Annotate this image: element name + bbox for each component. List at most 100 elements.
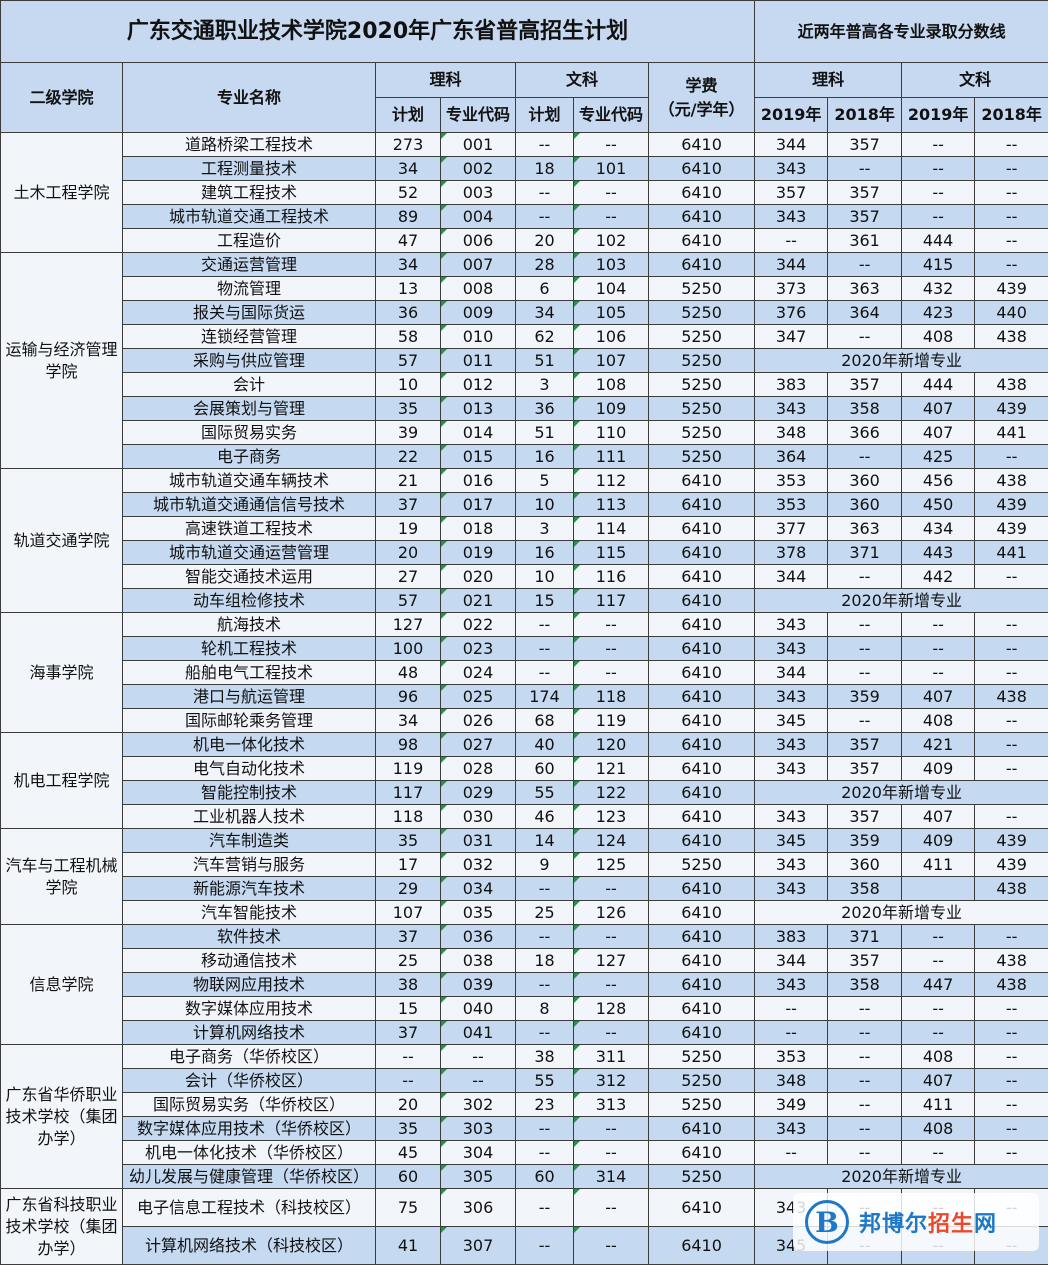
arts-2018-cell: 439 <box>975 493 1048 517</box>
sci-plan-cell: 100 <box>376 637 441 661</box>
sci-plan-cell: 10 <box>376 373 441 397</box>
fee-cell: 5250 <box>649 301 755 325</box>
arts-2018-cell: -- <box>975 181 1048 205</box>
major-name-cell: 新能源汽车技术 <box>123 877 376 901</box>
fee-cell: 5250 <box>649 853 755 877</box>
arts-code-cell: -- <box>574 613 649 637</box>
arts-plan-cell: 3 <box>516 373 574 397</box>
sci-2018-cell: -- <box>828 1141 902 1165</box>
fee-cell: 6410 <box>649 613 755 637</box>
sci-code-cell: 009 <box>441 301 516 325</box>
sci-2018-cell: 357 <box>828 373 902 397</box>
sci-code-cell: 303 <box>441 1117 516 1141</box>
fee-cell: 6410 <box>649 685 755 709</box>
sci-plan-cell: 107 <box>376 901 441 925</box>
major-name-cell: 报关与国际货运 <box>123 301 376 325</box>
sci-code-cell: 016 <box>441 469 516 493</box>
arts-2019-cell: 443 <box>902 541 975 565</box>
new-major-note: 2020年新增专业 <box>755 781 1048 805</box>
sci-2019-cell: 376 <box>755 301 828 325</box>
sci-2018-cell: 357 <box>828 805 902 829</box>
arts-plan-cell: -- <box>516 1117 574 1141</box>
arts-code-cell: -- <box>574 1141 649 1165</box>
sci-plan-cell: 127 <box>376 613 441 637</box>
college-cell: 广东省华侨职业技术学校（集团办学） <box>1 1045 123 1189</box>
sci-code-cell: 011 <box>441 349 516 373</box>
sci-code-cell: 304 <box>441 1141 516 1165</box>
sci-2018-cell: 357 <box>828 733 902 757</box>
sci-2018-cell: -- <box>828 157 902 181</box>
sci-code-cell: 002 <box>441 157 516 181</box>
sci-2018-cell: -- <box>828 565 902 589</box>
arts-code-cell: 123 <box>574 805 649 829</box>
major-name-cell: 城市轨道交通车辆技术 <box>123 469 376 493</box>
arts-code-cell: 122 <box>574 781 649 805</box>
watermark: B 邦博尔招生网 <box>793 1193 1039 1251</box>
arts-2019-cell: 421 <box>902 733 975 757</box>
sci-2019-cell: 343 <box>755 685 828 709</box>
arts-code-cell: 119 <box>574 709 649 733</box>
arts-plan-cell: 18 <box>516 949 574 973</box>
sci-2018-cell: 358 <box>828 973 902 997</box>
major-name-cell: 智能控制技术 <box>123 781 376 805</box>
col-arts-2019: 2019年 <box>902 98 975 133</box>
college-cell: 轨道交通学院 <box>1 469 123 613</box>
arts-plan-cell: 34 <box>516 301 574 325</box>
fee-cell: 6410 <box>649 877 755 901</box>
major-name-cell: 采购与供应管理 <box>123 349 376 373</box>
sci-plan-cell: -- <box>376 1045 441 1069</box>
arts-2019-cell: 408 <box>902 325 975 349</box>
fee-cell: 5250 <box>649 1069 755 1093</box>
arts-plan-cell: -- <box>516 205 574 229</box>
sci-2019-cell: 353 <box>755 1045 828 1069</box>
fee-cell: 6410 <box>649 205 755 229</box>
sci-plan-cell: 45 <box>376 1141 441 1165</box>
arts-2019-cell: 425 <box>902 445 975 469</box>
sci-plan-cell: 57 <box>376 349 441 373</box>
sci-2018-cell: -- <box>828 637 902 661</box>
sci-code-cell: 034 <box>441 877 516 901</box>
arts-plan-cell: 60 <box>516 1165 574 1189</box>
fee-cell: 6410 <box>649 901 755 925</box>
arts-2018-cell: 439 <box>975 853 1048 877</box>
sci-plan-cell: -- <box>376 1069 441 1093</box>
arts-plan-cell: -- <box>516 613 574 637</box>
arts-2019-cell: 411 <box>902 853 975 877</box>
arts-plan-cell: -- <box>516 925 574 949</box>
sci-code-cell: 027 <box>441 733 516 757</box>
sci-code-cell: 003 <box>441 181 516 205</box>
sci-plan-cell: 34 <box>376 253 441 277</box>
arts-plan-cell: 10 <box>516 565 574 589</box>
fee-cell: 6410 <box>649 1141 755 1165</box>
major-name-cell: 航海技术 <box>123 613 376 637</box>
sci-plan-cell: 35 <box>376 829 441 853</box>
sci-2019-cell: 353 <box>755 469 828 493</box>
fee-cell: 6410 <box>649 469 755 493</box>
arts-code-cell: 105 <box>574 301 649 325</box>
arts-plan-cell: 23 <box>516 1093 574 1117</box>
sci-2018-cell: -- <box>828 613 902 637</box>
fee-cell: 6410 <box>649 1227 755 1265</box>
sci-2019-cell: 357 <box>755 181 828 205</box>
arts-code-cell: -- <box>574 661 649 685</box>
arts-code-cell: -- <box>574 925 649 949</box>
arts-2019-cell: -- <box>902 205 975 229</box>
sci-2019-cell: 345 <box>755 709 828 733</box>
col-arts-plan: 计划 <box>516 98 574 133</box>
fee-cell: 6410 <box>649 1189 755 1227</box>
sci-2018-cell: -- <box>828 1093 902 1117</box>
major-name-cell: 道路桥梁工程技术 <box>123 133 376 157</box>
sci-2019-cell: 347 <box>755 325 828 349</box>
major-name-cell: 电子商务 <box>123 445 376 469</box>
